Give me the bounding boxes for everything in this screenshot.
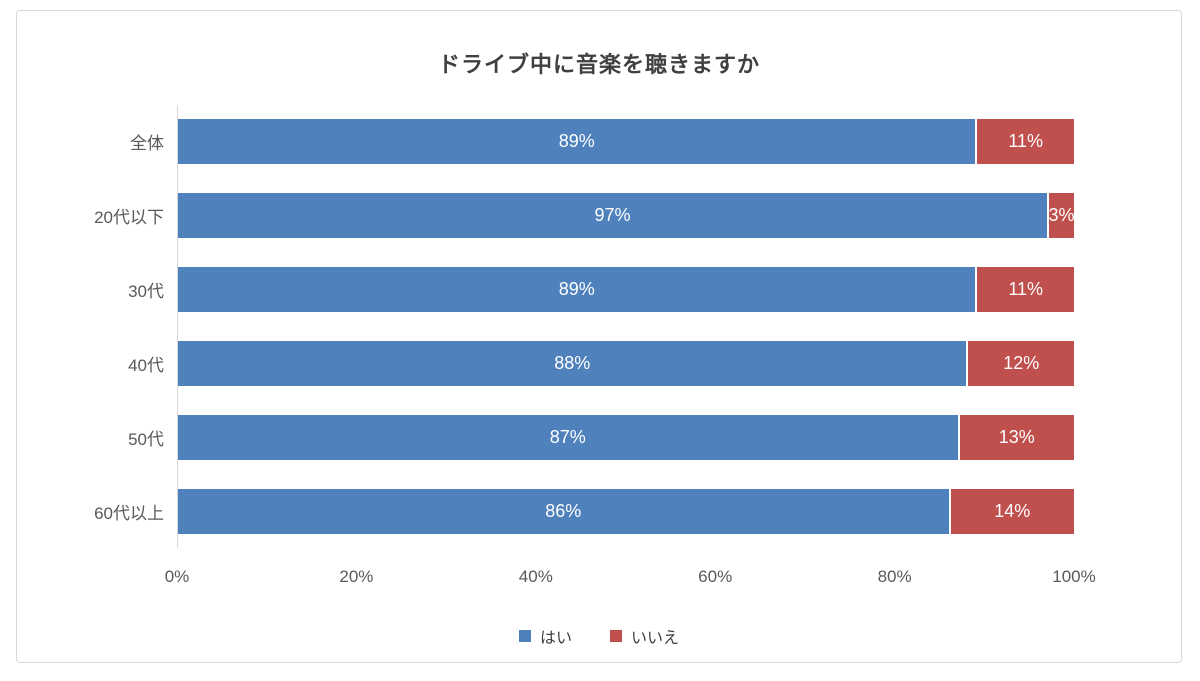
bar-track: 88% 12%	[177, 326, 1074, 401]
chart-title: ドライブ中に音楽を聴きますか	[437, 52, 760, 77]
x-tick-label: 60%	[698, 567, 733, 586]
bar-track: 87% 13%	[177, 400, 1074, 475]
bar-segment-no: 11%	[975, 267, 1074, 313]
plot-rows: 全体 89% 11% 20代以下 97% 3% 30代 89% 11% 40代 88% 12% 50代 8…	[17, 105, 1075, 548]
category-label: 全体	[130, 134, 164, 154]
bar-value-label: 88%	[554, 352, 591, 373]
category-label: 60代以上	[94, 503, 164, 523]
x-tick-label: 100%	[1052, 567, 1096, 586]
category-label: 20代以下	[94, 208, 164, 228]
bar-row: 40代 88% 12%	[17, 326, 1074, 401]
bar-value-label: 86%	[545, 500, 582, 521]
category-label: 40代	[128, 355, 164, 375]
stacked-bar: 89% 11%	[178, 119, 1074, 165]
category-label: 30代	[128, 282, 164, 302]
x-axis: 0% 20% 40% 60% 80% 100%	[165, 567, 1096, 589]
bar-row: 20代以下 97% 3%	[17, 178, 1075, 253]
stacked-bar: 87% 13%	[178, 414, 1074, 460]
x-tick-label: 40%	[518, 567, 553, 586]
bar-segment-yes: 88%	[178, 340, 967, 386]
legend-swatch-no-icon	[610, 630, 622, 642]
bar-segment-no: 11%	[975, 119, 1074, 165]
chart-frame: ドライブ中に音楽を聴きますか 全体 89% 11% 20代以下 97% 3% 30代 89% 1…	[16, 10, 1182, 663]
bar-segment-no: 14%	[948, 488, 1074, 534]
bar-track: 86% 14%	[177, 474, 1074, 548]
bar-value-label: 14%	[994, 500, 1031, 521]
bar-value-label: 11%	[1008, 279, 1044, 300]
bar-value-label: 87%	[549, 426, 586, 447]
bar-segment-yes: 87%	[178, 414, 958, 460]
bar-segment-yes: 89%	[178, 267, 976, 313]
bar-value-label: 12%	[1003, 352, 1040, 373]
bar-row: 50代 87% 13%	[17, 400, 1074, 475]
bar-value-label: 89%	[558, 279, 595, 300]
legend-item-yes: はい	[518, 624, 572, 648]
bar-segment-no: 13%	[957, 414, 1074, 460]
bar-value-label: 3%	[1048, 205, 1075, 226]
legend-item-no: いいえ	[610, 624, 679, 648]
bar-track: 89% 11%	[177, 105, 1074, 179]
bar-segment-no: 3%	[1047, 193, 1075, 239]
legend-label-yes: はい	[539, 630, 572, 647]
bar-track: 97% 3%	[177, 178, 1075, 253]
legend-swatch-yes-icon	[518, 630, 531, 642]
bar-value-label: 13%	[998, 426, 1035, 447]
bar-segment-yes: 86%	[178, 488, 949, 534]
bar-segment-yes: 89%	[178, 119, 976, 165]
bar-segment-yes: 97%	[178, 193, 1048, 239]
x-tick-label: 0%	[164, 567, 190, 586]
bar-row: 30代 89% 11%	[17, 252, 1074, 327]
bar-value-label: 11%	[1008, 131, 1044, 152]
bar-value-label: 97%	[594, 205, 631, 226]
bar-row: 全体 89% 11%	[17, 105, 1074, 179]
stacked-bar: 86% 14%	[178, 488, 1074, 534]
bar-track: 89% 11%	[177, 252, 1074, 327]
bar-segment-no: 12%	[966, 340, 1074, 386]
category-label: 50代	[128, 429, 164, 449]
bar-value-label: 89%	[558, 131, 595, 152]
legend-label-no: いいえ	[631, 630, 680, 647]
stacked-bar: 89% 11%	[178, 267, 1074, 313]
stacked-bar: 88% 12%	[178, 340, 1074, 386]
bar-row: 60代以上 86% 14%	[17, 474, 1074, 548]
x-tick-label: 80%	[877, 567, 912, 586]
legend: はい いいえ	[17, 625, 1181, 647]
x-tick-label: 20%	[339, 567, 374, 586]
stacked-bar: 97% 3%	[178, 193, 1075, 239]
